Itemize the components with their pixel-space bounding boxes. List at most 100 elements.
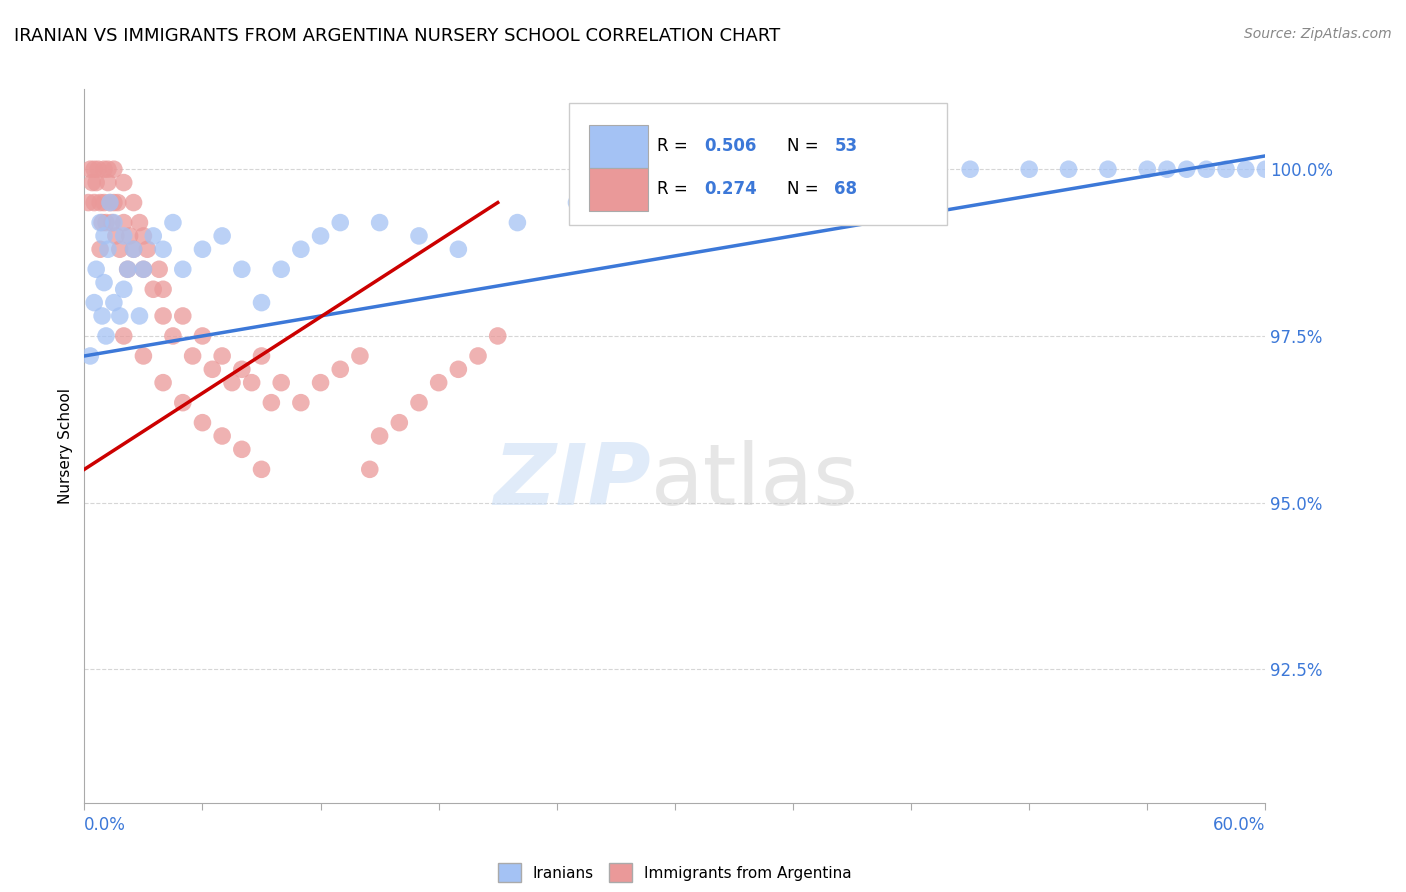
Point xyxy=(211,429,233,443)
Point xyxy=(128,216,150,230)
Point xyxy=(98,195,121,210)
Point xyxy=(162,329,184,343)
Point xyxy=(506,216,529,230)
Point xyxy=(388,416,411,430)
Point xyxy=(250,349,273,363)
Point xyxy=(152,282,174,296)
Point xyxy=(349,349,371,363)
Legend: Iranians, Immigrants from Argentina: Iranians, Immigrants from Argentina xyxy=(492,857,858,888)
Point xyxy=(1097,162,1119,177)
Point xyxy=(112,329,135,343)
Point xyxy=(94,329,117,343)
Point xyxy=(231,442,253,457)
Point xyxy=(408,395,430,409)
Point xyxy=(152,242,174,256)
Point xyxy=(162,216,184,230)
Point xyxy=(83,195,105,210)
Point xyxy=(103,162,125,177)
Point xyxy=(309,376,332,390)
Point xyxy=(1136,162,1159,177)
Text: 60.0%: 60.0% xyxy=(1213,816,1265,834)
Point xyxy=(1254,162,1277,177)
Point xyxy=(103,295,125,310)
Point xyxy=(132,262,155,277)
Y-axis label: Nursery School: Nursery School xyxy=(58,388,73,504)
Point xyxy=(211,349,233,363)
Point xyxy=(368,216,391,230)
Point xyxy=(231,262,253,277)
Point xyxy=(93,162,115,177)
Text: N =: N = xyxy=(787,137,824,155)
Point xyxy=(624,195,647,210)
Point xyxy=(172,262,194,277)
Point xyxy=(136,242,159,256)
Point xyxy=(77,195,100,210)
Point xyxy=(112,216,135,230)
Point xyxy=(959,162,981,177)
Point xyxy=(152,376,174,390)
Point xyxy=(250,295,273,310)
Point xyxy=(118,228,141,243)
Point xyxy=(181,349,204,363)
Point xyxy=(565,195,588,210)
Point xyxy=(122,195,145,210)
Point xyxy=(260,395,283,409)
Point xyxy=(1195,162,1218,177)
Point xyxy=(201,362,224,376)
Point xyxy=(132,228,155,243)
Point xyxy=(231,362,253,376)
Point xyxy=(467,349,489,363)
Point xyxy=(191,329,214,343)
Point xyxy=(290,395,312,409)
Point xyxy=(447,242,470,256)
Point xyxy=(762,162,785,177)
Point xyxy=(427,376,450,390)
Point xyxy=(107,195,129,210)
Point xyxy=(142,228,165,243)
Text: 0.506: 0.506 xyxy=(704,137,756,155)
Point xyxy=(1175,162,1198,177)
Point xyxy=(309,228,332,243)
Point xyxy=(82,176,104,190)
Point xyxy=(93,228,115,243)
Point xyxy=(486,329,509,343)
Text: ZIP: ZIP xyxy=(494,440,651,524)
Point xyxy=(91,309,114,323)
Text: Source: ZipAtlas.com: Source: ZipAtlas.com xyxy=(1244,27,1392,41)
FancyBboxPatch shape xyxy=(589,168,648,211)
Point xyxy=(368,429,391,443)
Point xyxy=(79,162,101,177)
Point xyxy=(900,176,922,190)
Point xyxy=(270,376,292,390)
FancyBboxPatch shape xyxy=(568,103,946,225)
Point xyxy=(191,416,214,430)
Point xyxy=(128,309,150,323)
Point xyxy=(152,309,174,323)
Point xyxy=(117,262,139,277)
Point xyxy=(87,162,110,177)
Point xyxy=(122,242,145,256)
Point xyxy=(148,262,170,277)
Point xyxy=(240,376,263,390)
Point xyxy=(329,362,352,376)
Point xyxy=(132,262,155,277)
Point xyxy=(89,195,111,210)
Point xyxy=(821,195,844,210)
Point xyxy=(104,228,127,243)
Point xyxy=(97,176,120,190)
Point xyxy=(103,195,125,210)
Point xyxy=(98,195,121,210)
Point xyxy=(112,228,135,243)
Text: N =: N = xyxy=(787,180,824,198)
Point xyxy=(1018,162,1040,177)
Point xyxy=(94,216,117,230)
Point xyxy=(112,176,135,190)
Point xyxy=(108,309,131,323)
Point xyxy=(172,309,194,323)
Point xyxy=(1057,162,1080,177)
Point xyxy=(93,195,115,210)
Point xyxy=(250,462,273,476)
Point xyxy=(108,242,131,256)
Point xyxy=(79,349,101,363)
Point xyxy=(1234,162,1257,177)
